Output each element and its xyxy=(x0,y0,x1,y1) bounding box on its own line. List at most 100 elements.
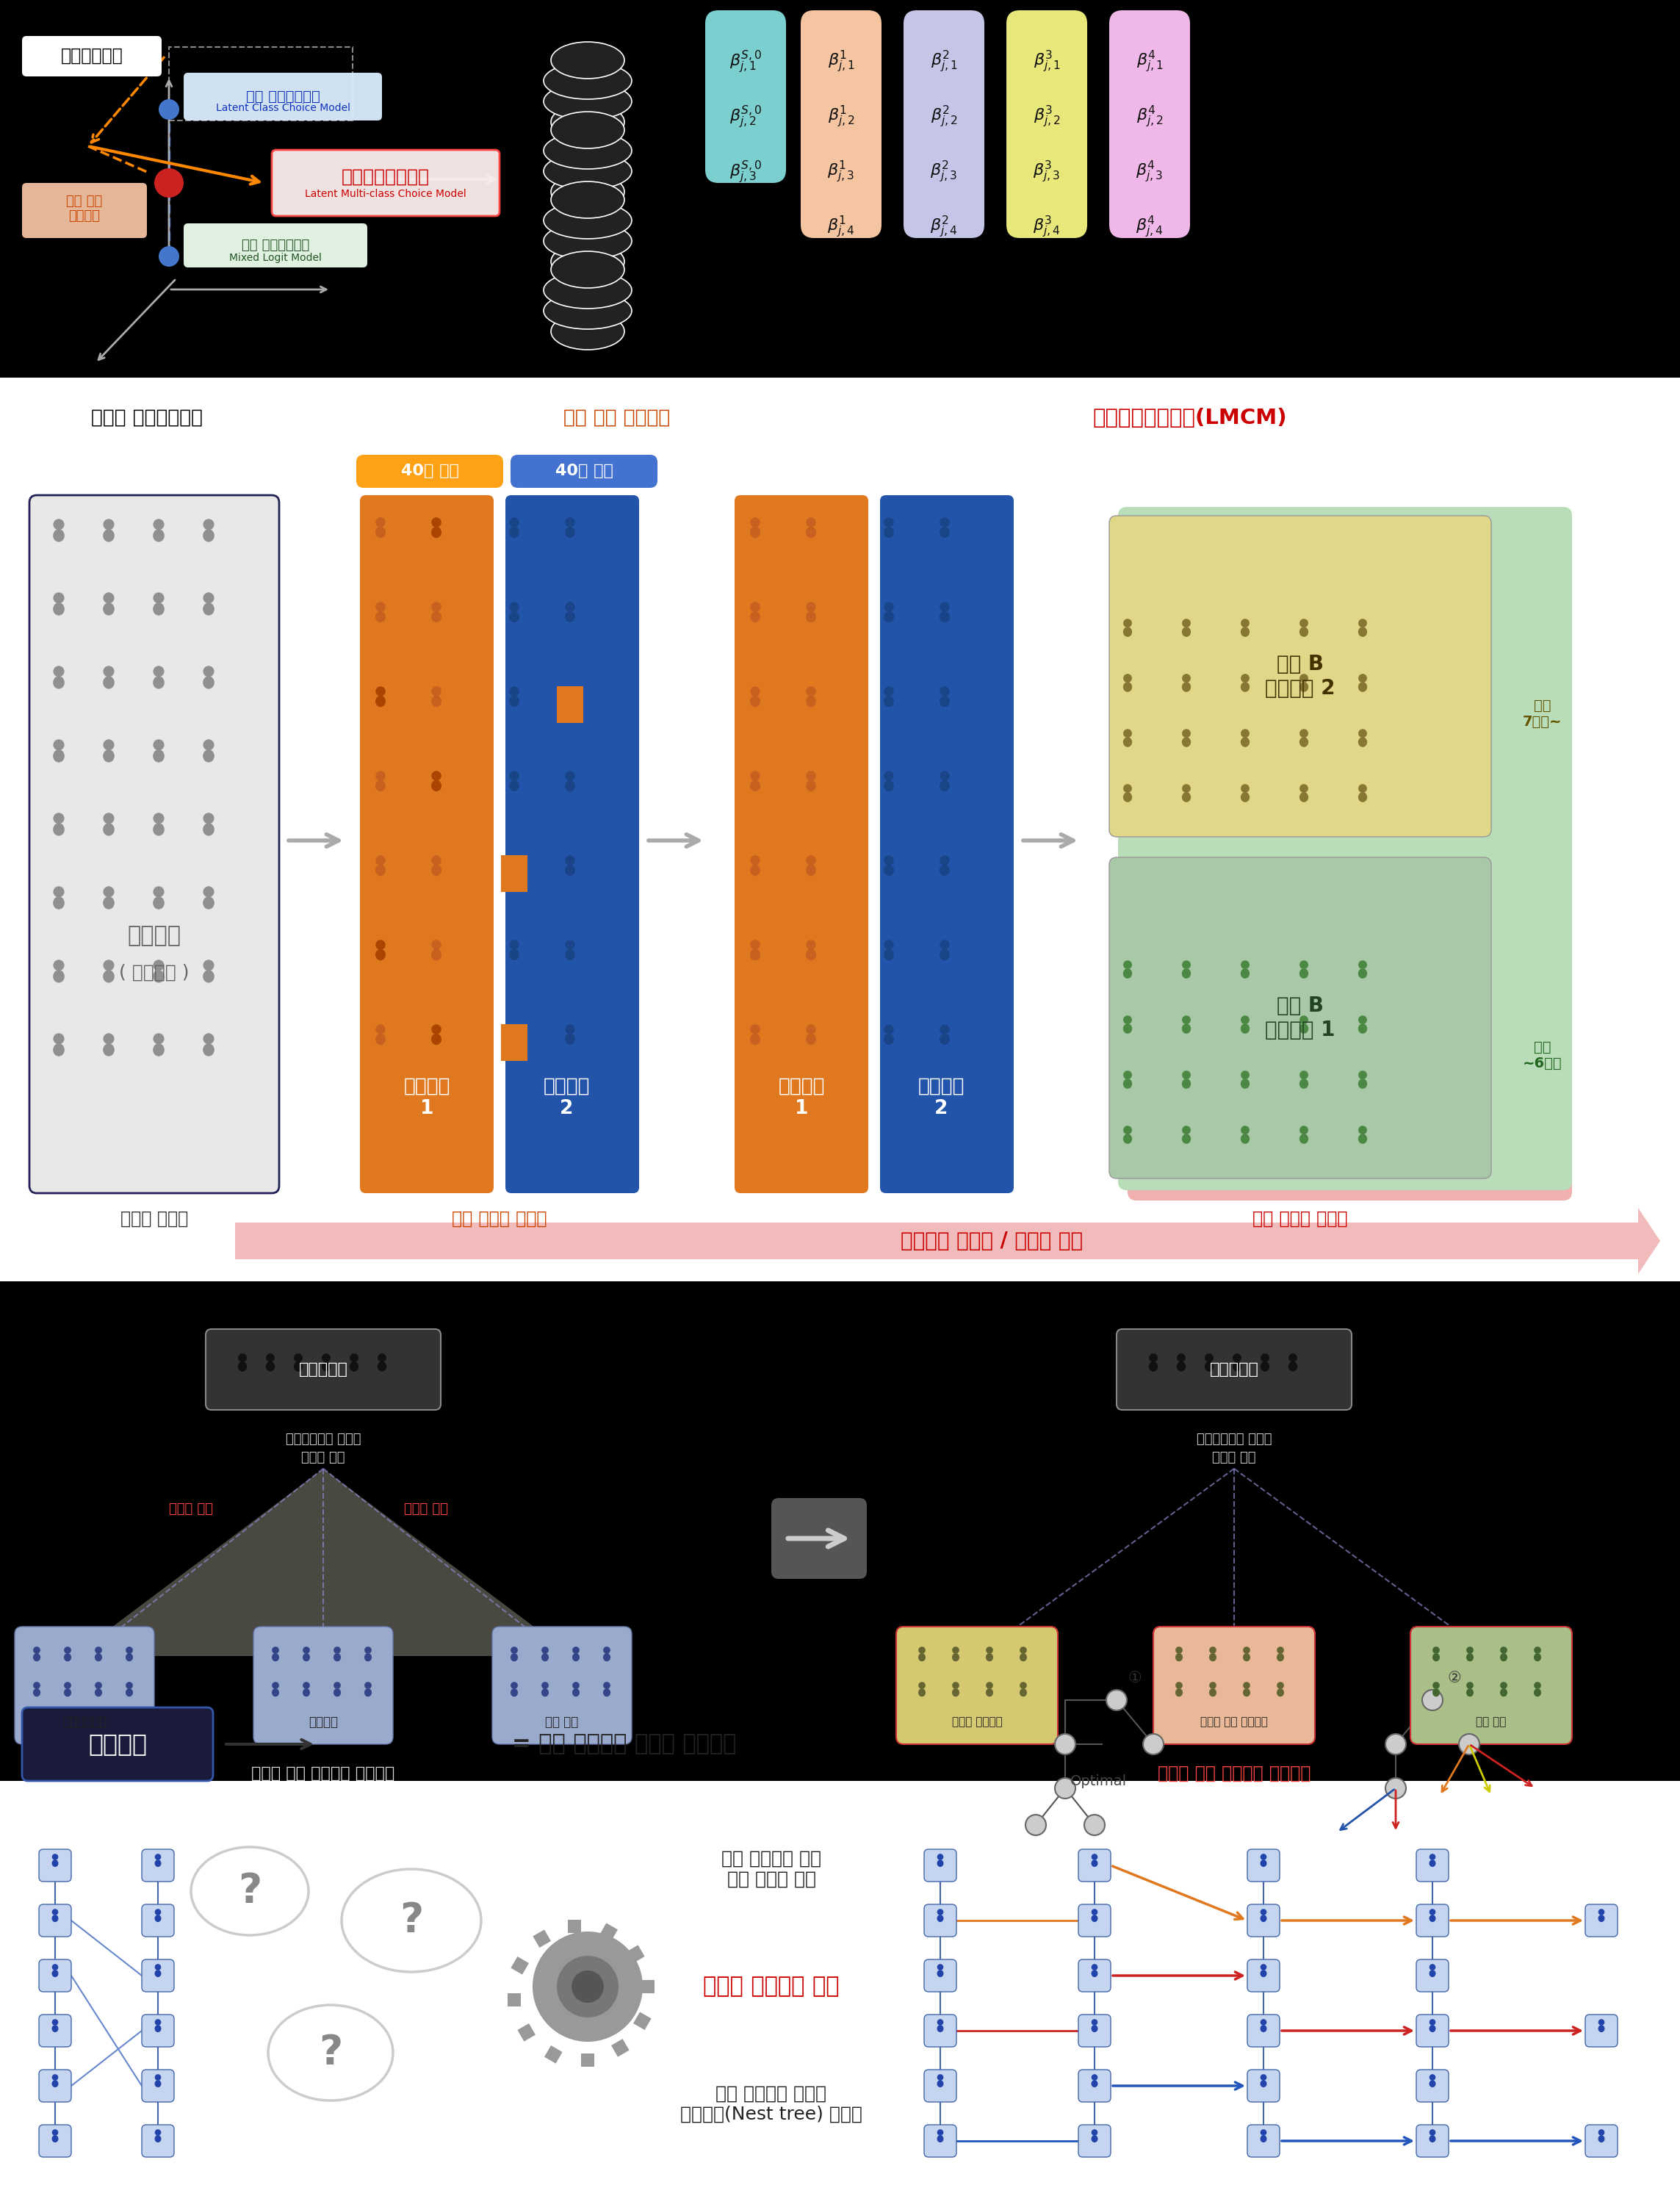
Circle shape xyxy=(155,1853,161,1859)
Ellipse shape xyxy=(509,695,519,708)
Text: $\beta^{3}_{j,2}$: $\beta^{3}_{j,2}$ xyxy=(1033,105,1060,129)
FancyBboxPatch shape xyxy=(1586,2015,1618,2047)
Ellipse shape xyxy=(1467,1654,1473,1661)
Text: 선택기제
2: 선택기제 2 xyxy=(543,1077,590,1119)
Circle shape xyxy=(1242,1125,1250,1134)
Ellipse shape xyxy=(564,780,575,791)
Text: 다중잠재계층모형(LMCM): 다중잠재계층모형(LMCM) xyxy=(1092,409,1287,428)
Ellipse shape xyxy=(1299,736,1309,747)
Ellipse shape xyxy=(102,749,114,763)
Circle shape xyxy=(1260,1853,1267,1859)
Ellipse shape xyxy=(1181,1079,1191,1088)
Circle shape xyxy=(1430,1964,1436,1971)
Text: 40세 이상: 40세 이상 xyxy=(554,463,613,479)
Ellipse shape xyxy=(102,675,114,688)
Circle shape xyxy=(1467,1647,1473,1654)
Ellipse shape xyxy=(749,865,761,876)
Circle shape xyxy=(884,940,894,950)
Circle shape xyxy=(806,601,816,612)
FancyBboxPatch shape xyxy=(1416,2069,1448,2102)
Circle shape xyxy=(1277,1682,1284,1689)
Circle shape xyxy=(52,1853,59,1859)
Circle shape xyxy=(937,1853,944,1859)
FancyBboxPatch shape xyxy=(39,1905,71,1936)
Text: 모형개발과정: 모형개발과정 xyxy=(60,48,123,66)
Circle shape xyxy=(939,601,949,612)
Ellipse shape xyxy=(544,63,632,98)
Circle shape xyxy=(155,2019,161,2025)
Circle shape xyxy=(378,1353,386,1361)
Circle shape xyxy=(1386,1779,1406,1798)
Ellipse shape xyxy=(1176,1361,1186,1372)
FancyBboxPatch shape xyxy=(924,2069,956,2102)
Text: 상급종합병원: 상급종합병원 xyxy=(62,1715,106,1728)
Circle shape xyxy=(1433,1647,1440,1654)
Circle shape xyxy=(1092,1910,1097,1916)
Circle shape xyxy=(1092,1853,1097,1859)
Text: 수도권 대학병원: 수도권 대학병원 xyxy=(953,1717,1003,1728)
Ellipse shape xyxy=(203,529,215,542)
Circle shape xyxy=(294,1353,302,1361)
Circle shape xyxy=(158,98,180,120)
Bar xyxy=(600,1923,618,1940)
FancyBboxPatch shape xyxy=(1006,11,1087,238)
Ellipse shape xyxy=(509,612,519,623)
Bar xyxy=(0,1280,1680,1796)
Ellipse shape xyxy=(1181,1134,1191,1143)
Circle shape xyxy=(939,854,949,865)
Ellipse shape xyxy=(302,1654,311,1661)
Text: 의료수요자의 선호가: 의료수요자의 선호가 xyxy=(1196,1433,1272,1446)
Text: 의료수요자: 의료수요자 xyxy=(1210,1361,1258,1377)
Circle shape xyxy=(1183,1071,1191,1079)
Ellipse shape xyxy=(1181,1023,1191,1034)
Circle shape xyxy=(102,666,114,677)
Circle shape xyxy=(603,1682,610,1689)
FancyBboxPatch shape xyxy=(904,11,984,238)
Circle shape xyxy=(34,1682,40,1689)
Circle shape xyxy=(1178,1353,1186,1361)
Circle shape xyxy=(52,1910,59,1916)
Ellipse shape xyxy=(1260,1971,1267,1977)
Circle shape xyxy=(939,518,949,527)
Circle shape xyxy=(1210,1682,1216,1689)
Ellipse shape xyxy=(432,1034,442,1044)
Text: ( 확률분포 ): ( 확률분포 ) xyxy=(119,964,190,981)
FancyBboxPatch shape xyxy=(39,1960,71,1993)
Text: $\beta^{3}_{j,3}$: $\beta^{3}_{j,3}$ xyxy=(1033,160,1060,184)
Ellipse shape xyxy=(1357,1023,1368,1034)
Ellipse shape xyxy=(1467,1689,1473,1698)
Ellipse shape xyxy=(34,1689,40,1698)
Ellipse shape xyxy=(1210,1654,1216,1661)
Ellipse shape xyxy=(1299,793,1309,802)
Circle shape xyxy=(102,1034,114,1044)
Circle shape xyxy=(153,959,165,970)
Polygon shape xyxy=(235,1208,1660,1274)
Circle shape xyxy=(1430,1853,1436,1859)
Ellipse shape xyxy=(541,1654,549,1661)
Circle shape xyxy=(751,940,759,950)
Circle shape xyxy=(54,518,64,531)
Circle shape xyxy=(153,887,165,898)
Ellipse shape xyxy=(54,529,64,542)
Text: $\beta^{4}_{j,4}$: $\beta^{4}_{j,4}$ xyxy=(1136,214,1163,240)
Ellipse shape xyxy=(1299,968,1309,979)
Ellipse shape xyxy=(544,133,632,168)
Text: 불일치 발생: 불일치 발생 xyxy=(403,1503,449,1516)
Ellipse shape xyxy=(953,1654,959,1661)
Ellipse shape xyxy=(937,1859,944,1866)
Circle shape xyxy=(1242,1016,1250,1025)
FancyBboxPatch shape xyxy=(1411,1626,1572,1744)
Circle shape xyxy=(937,1964,944,1971)
Ellipse shape xyxy=(939,695,949,708)
Ellipse shape xyxy=(509,865,519,876)
Text: 다중잠재계층모형: 다중잠재계층모형 xyxy=(341,168,430,186)
Text: ?: ? xyxy=(239,1870,262,1912)
Ellipse shape xyxy=(203,675,215,688)
Circle shape xyxy=(1233,1353,1242,1361)
Text: ②: ② xyxy=(1448,1672,1462,1685)
Text: $\beta^{2}_{j,2}$: $\beta^{2}_{j,2}$ xyxy=(931,105,958,129)
Text: Latent Multi-class Choice Model: Latent Multi-class Choice Model xyxy=(306,188,467,199)
Ellipse shape xyxy=(153,824,165,837)
Circle shape xyxy=(155,1964,161,1971)
FancyBboxPatch shape xyxy=(141,1849,175,1881)
